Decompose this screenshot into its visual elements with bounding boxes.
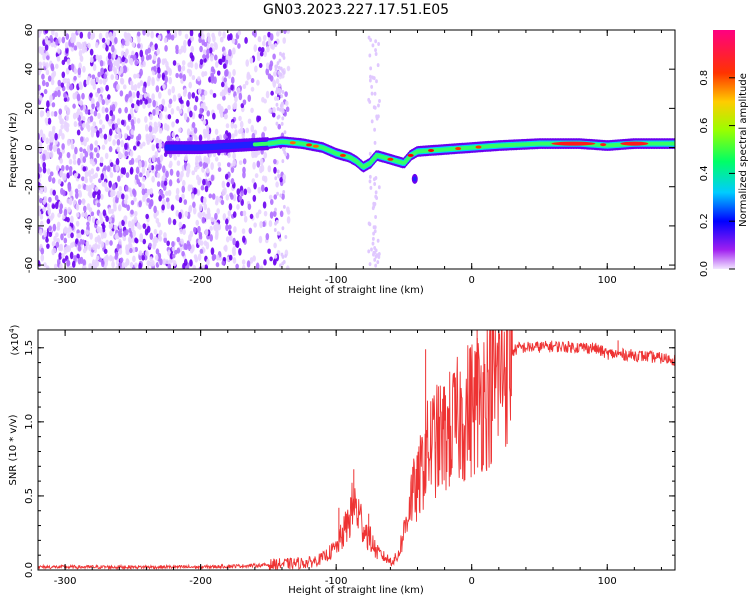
snr-panel: -300 -200 -100 0 100 0.0 0.5 1.0 1.5 Height of s… <box>8 324 676 596</box>
x-tick-label: 0 <box>469 275 475 286</box>
y-tick-label: -60 <box>24 257 35 273</box>
y-tick-label: -40 <box>24 218 35 234</box>
y-tick-label: 0.0 <box>24 562 35 578</box>
x-tick-label: -300 <box>54 576 77 587</box>
snr-frame <box>37 329 676 571</box>
spectrogram-x-label: Height of straight line (km) <box>288 285 424 296</box>
y-tick-label: 60 <box>24 24 35 37</box>
colorbar-label: Normalized spectral amplitude <box>738 73 749 227</box>
y-tick-label: 0 <box>24 144 35 150</box>
spectrogram-frame <box>37 29 676 270</box>
snr-axes: -300 -200 -100 0 100 0.0 0.5 1.0 1.5 <box>24 330 675 587</box>
x-tick-label: 100 <box>598 576 617 587</box>
chart-title: GN03.2023.227.17.51.E05 <box>263 2 449 18</box>
snr-y-label: SNR (10 * v/v) <box>8 414 19 485</box>
x-tick-label: 0 <box>469 576 475 587</box>
colorbar-tick-label: 0.6 <box>699 118 710 134</box>
colorbar-tick-label: 0.4 <box>699 165 710 181</box>
snr-x-label: Height of straight line (km) <box>288 585 424 596</box>
snr-series <box>38 330 675 570</box>
y-tick-label: 1.5 <box>24 340 35 356</box>
colorbar-gradient <box>713 30 735 269</box>
x-tick-label: -200 <box>189 275 212 286</box>
colorbar-tick-label: 0.2 <box>699 213 710 229</box>
x-tick-label: 100 <box>598 275 617 286</box>
spectrogram-heatmap <box>38 30 675 269</box>
y-tick-label: -20 <box>24 179 35 195</box>
x-tick-label: -200 <box>189 576 212 587</box>
y-tick-label: 1.0 <box>24 414 35 430</box>
x-tick-label: -300 <box>54 275 77 286</box>
x-tick-label: -100 <box>325 576 348 587</box>
x-tick-label: -100 <box>325 275 348 286</box>
colorbar-tick-label: 0.0 <box>699 261 710 277</box>
colorbar-ticks: 0.0 0.2 0.4 0.6 0.8 <box>699 70 735 277</box>
spectrogram-y-label: Frequency (Hz) <box>8 112 19 188</box>
y-tick-label: 0.5 <box>24 488 35 504</box>
y-tick-label: 40 <box>24 63 35 76</box>
colorbar: 0.0 0.2 0.4 0.6 0.8 Normalized spectral ampl… <box>699 30 749 277</box>
snr-line <box>38 330 675 570</box>
y-tick-label: 20 <box>24 102 35 115</box>
colorbar-tick-label: 0.8 <box>699 70 710 86</box>
snr-multiplier: (x104) <box>8 324 21 355</box>
